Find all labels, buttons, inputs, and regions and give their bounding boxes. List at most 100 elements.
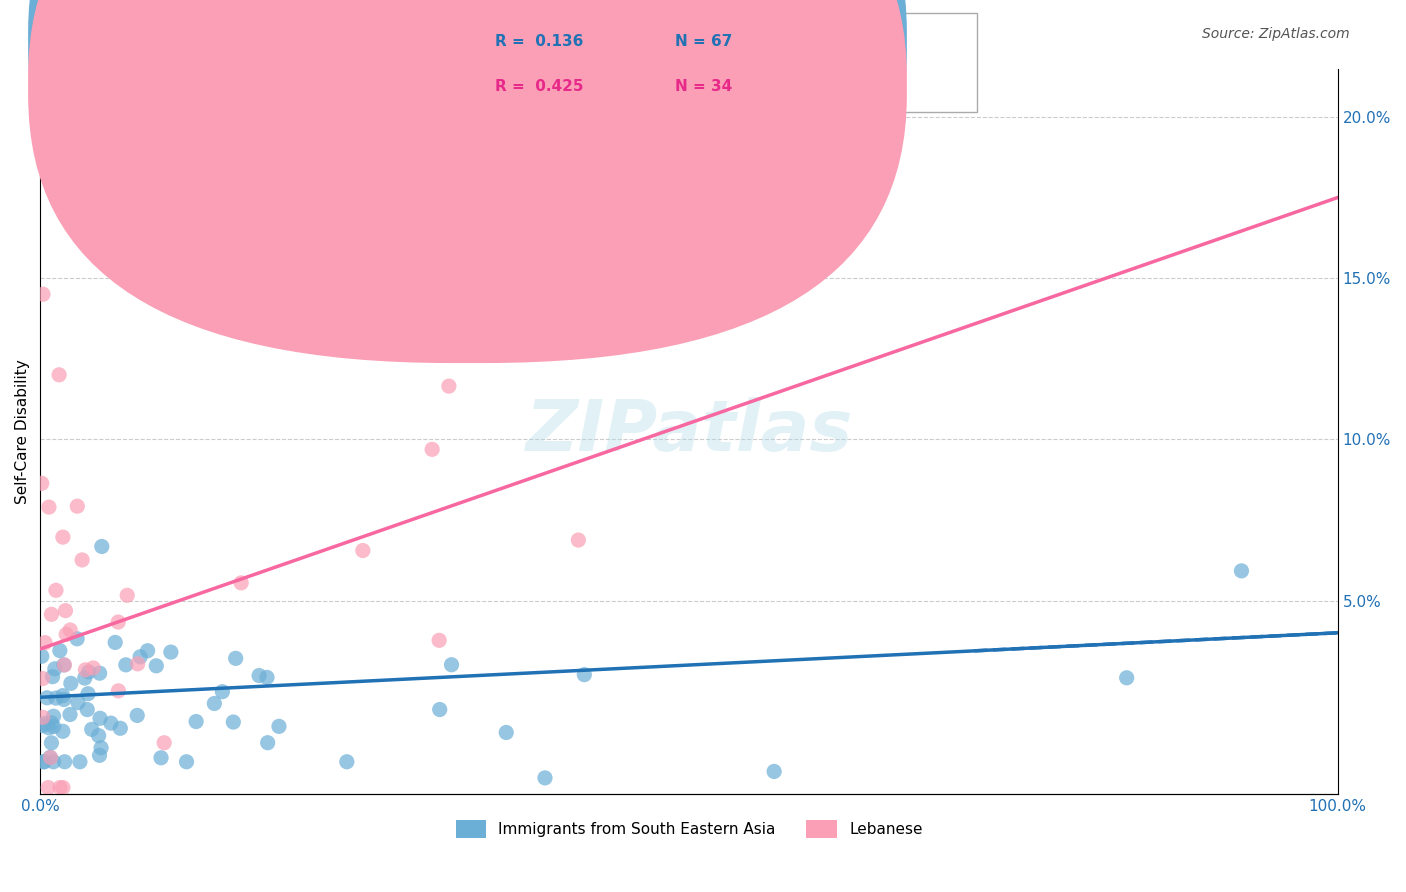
Immigrants from South Eastern Asia [41, 715, 63, 730]
Immigrants from South Eastern Asia [256, 736, 278, 750]
Immigrants from South Eastern Asia [136, 644, 159, 658]
Immigrants from South Eastern Asia [38, 721, 60, 735]
Immigrants from South Eastern Asia [104, 635, 127, 649]
Immigrants from South Eastern Asia [35, 690, 58, 705]
Immigrants from South Eastern Asia [150, 751, 173, 765]
Immigrants from South Eastern Asia [184, 714, 207, 729]
Lebanese [127, 657, 149, 671]
Text: IMMIGRANTS FROM SOUTH EASTERN ASIA VS LEBANESE SELF-CARE DISABILITY CORRELATION : IMMIGRANTS FROM SOUTH EASTERN ASIA VS LE… [56, 27, 924, 42]
Lebanese [107, 683, 129, 698]
Lebanese [437, 379, 460, 393]
Immigrants from South Eastern Asia [42, 709, 65, 723]
Immigrants from South Eastern Asia [52, 689, 75, 703]
Lebanese [153, 736, 176, 750]
Immigrants from South Eastern Asia [42, 720, 65, 734]
Lebanese [31, 710, 53, 724]
Text: ZIPatlas: ZIPatlas [526, 397, 853, 466]
Immigrants from South Eastern Asia [73, 671, 96, 685]
Immigrants from South Eastern Asia [87, 729, 110, 743]
Lebanese [34, 635, 56, 649]
Immigrants from South Eastern Asia [45, 691, 67, 706]
Lebanese [38, 500, 60, 515]
Immigrants from South Eastern Asia [31, 649, 53, 664]
Immigrants from South Eastern Asia [49, 643, 72, 657]
Text: N = 34: N = 34 [675, 79, 733, 94]
Immigrants from South Eastern Asia [32, 755, 55, 769]
Lebanese [427, 633, 450, 648]
Immigrants from South Eastern Asia [127, 708, 149, 723]
Immigrants from South Eastern Asia [76, 702, 98, 716]
Lebanese [79, 206, 101, 220]
Y-axis label: Self-Care Disability: Self-Care Disability [15, 359, 30, 504]
Immigrants from South Eastern Asia [429, 702, 451, 716]
Lebanese [55, 627, 77, 641]
Lebanese [82, 661, 104, 675]
Lebanese [49, 780, 72, 795]
Immigrants from South Eastern Asia [34, 716, 56, 731]
Immigrants from South Eastern Asia [145, 658, 167, 673]
Immigrants from South Eastern Asia [59, 676, 82, 690]
Lebanese [53, 657, 76, 672]
Lebanese [231, 575, 253, 590]
Lebanese [55, 604, 77, 618]
Immigrants from South Eastern Asia [225, 651, 247, 665]
Immigrants from South Eastern Asia [247, 668, 270, 682]
Immigrants from South Eastern Asia [1115, 671, 1137, 685]
Immigrants from South Eastern Asia [66, 632, 89, 646]
Lebanese [75, 663, 97, 677]
Immigrants from South Eastern Asia [42, 755, 65, 769]
Immigrants from South Eastern Asia [41, 670, 63, 684]
Lebanese [32, 287, 55, 301]
Lebanese [420, 442, 443, 457]
Text: Source: ZipAtlas.com: Source: ZipAtlas.com [1202, 27, 1350, 41]
Lebanese [45, 583, 67, 598]
Legend: Immigrants from South Eastern Asia, Lebanese: Immigrants from South Eastern Asia, Leba… [450, 814, 929, 845]
Immigrants from South Eastern Asia [52, 657, 75, 672]
Immigrants from South Eastern Asia [160, 645, 183, 659]
Lebanese [52, 530, 75, 544]
Immigrants from South Eastern Asia [31, 719, 53, 733]
Immigrants from South Eastern Asia [110, 721, 132, 735]
Lebanese [66, 499, 89, 513]
Lebanese [31, 476, 53, 491]
Immigrants from South Eastern Asia [34, 755, 56, 769]
Immigrants from South Eastern Asia [574, 667, 596, 681]
Lebanese [31, 672, 53, 686]
Immigrants from South Eastern Asia [53, 755, 76, 769]
Lebanese [52, 780, 75, 795]
Lebanese [37, 780, 59, 795]
Immigrants from South Eastern Asia [89, 748, 111, 763]
Immigrants from South Eastern Asia [440, 657, 463, 672]
Immigrants from South Eastern Asia [534, 771, 557, 785]
Immigrants from South Eastern Asia [90, 540, 112, 554]
Immigrants from South Eastern Asia [176, 755, 198, 769]
Immigrants from South Eastern Asia [80, 723, 103, 737]
Lebanese [59, 623, 82, 637]
Immigrants from South Eastern Asia [89, 711, 111, 725]
Immigrants from South Eastern Asia [1230, 564, 1253, 578]
Immigrants from South Eastern Asia [77, 665, 100, 679]
Immigrants from South Eastern Asia [100, 716, 122, 731]
Immigrants from South Eastern Asia [39, 750, 62, 764]
Immigrants from South Eastern Asia [256, 670, 278, 684]
Immigrants from South Eastern Asia [336, 755, 359, 769]
Lebanese [41, 607, 63, 622]
Immigrants from South Eastern Asia [41, 736, 63, 750]
Immigrants from South Eastern Asia [267, 719, 290, 733]
Immigrants from South Eastern Asia [222, 714, 245, 729]
Lebanese [107, 615, 129, 629]
Immigrants from South Eastern Asia [77, 687, 100, 701]
Immigrants from South Eastern Asia [90, 740, 112, 755]
Lebanese [70, 553, 93, 567]
Immigrants from South Eastern Asia [202, 697, 225, 711]
Lebanese [352, 543, 374, 558]
Lebanese [48, 368, 70, 382]
Immigrants from South Eastern Asia [67, 696, 90, 710]
Immigrants from South Eastern Asia [59, 707, 82, 722]
Immigrants from South Eastern Asia [495, 725, 517, 739]
Immigrants from South Eastern Asia [69, 755, 91, 769]
Immigrants from South Eastern Asia [52, 724, 75, 739]
Immigrants from South Eastern Asia [211, 684, 233, 698]
Lebanese [39, 750, 62, 764]
Text: N = 67: N = 67 [675, 35, 733, 49]
